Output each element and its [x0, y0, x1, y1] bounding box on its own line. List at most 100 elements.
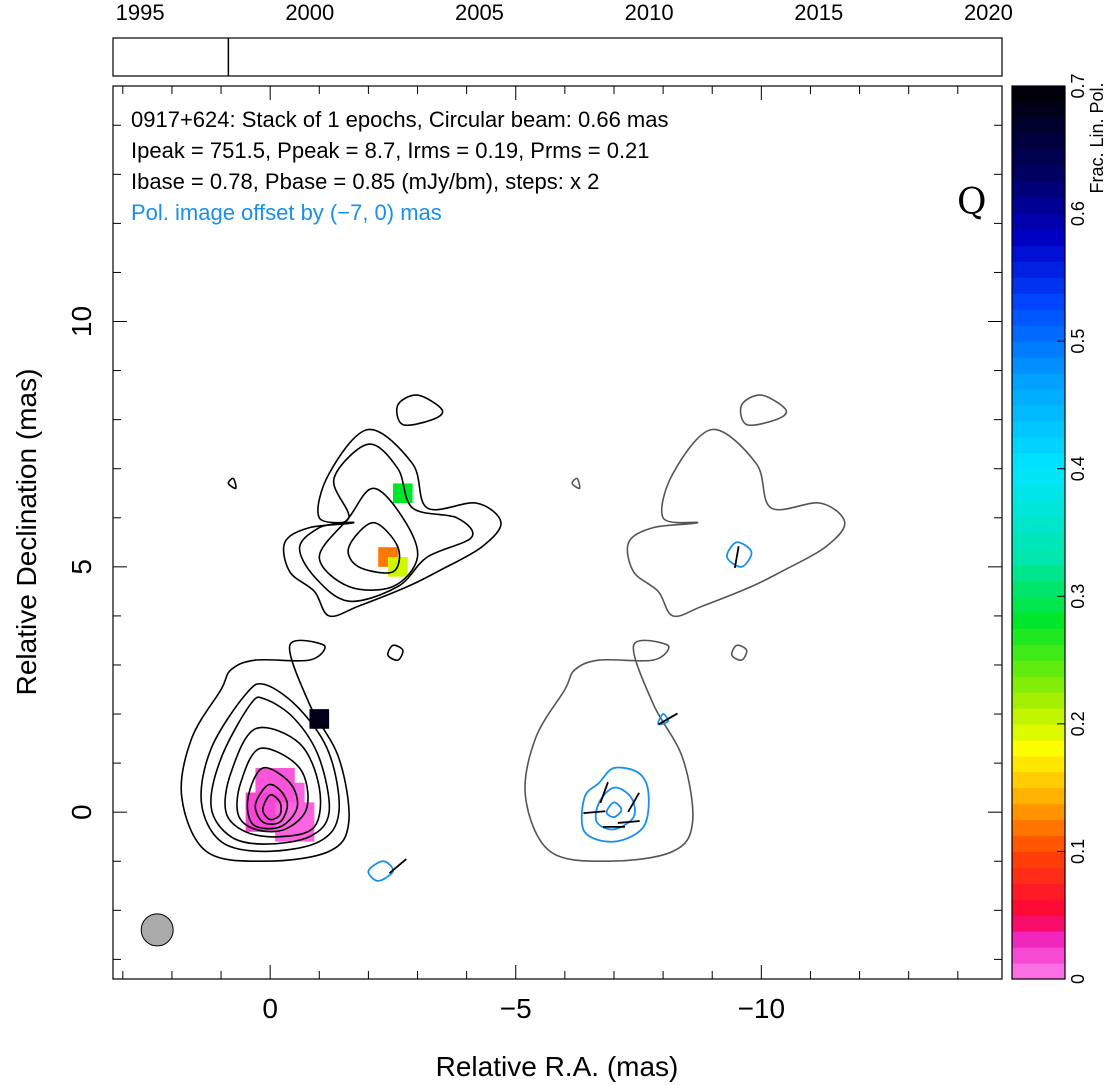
stokes-i-contour [210, 696, 331, 845]
colorbar-cell [1012, 149, 1065, 167]
timeline-tick-label: 2010 [625, 0, 674, 25]
title-line-3: Ibase = 0.78, Pbase = 0.85 (mJy/bm), ste… [131, 169, 599, 194]
y-axis-label: Relative Declination (mas) [11, 369, 42, 696]
evpa-vector [733, 546, 740, 569]
stokes-i-contour [298, 443, 474, 603]
colorbar-cell [1012, 261, 1065, 278]
evpa-vector [658, 712, 678, 726]
colorbar-cell [1012, 644, 1065, 661]
x-tick-label: −5 [500, 993, 532, 1024]
colorbar-cell [1012, 803, 1065, 821]
colorbar-cell [1012, 564, 1065, 581]
colorbar-cell [1012, 500, 1065, 518]
map-axis-ticks: 0 −5 −10 0 5 10 [66, 86, 1002, 1024]
stokes-i-contour [261, 794, 282, 821]
timeline-tick-label: 2005 [455, 0, 504, 25]
stokes-i-contour [254, 783, 289, 825]
y-tick-label: 10 [66, 306, 97, 337]
colorbar-cell [1012, 373, 1065, 390]
colorbar-cell [1012, 947, 1065, 964]
colorbar-cell [1012, 388, 1065, 406]
colorbar-cell [1012, 899, 1065, 916]
colorbar-cell [1012, 357, 1065, 374]
colorbar-cell [1012, 580, 1065, 597]
timeline-tick-label: 1995 [116, 0, 165, 25]
timeline-tick-label: 2015 [794, 0, 843, 25]
stokes-i-contour [200, 682, 341, 853]
colorbar-cell [1012, 277, 1065, 294]
pol-contour [605, 801, 623, 819]
title-line-1: 0917+624: Stack of 1 epochs, Circular be… [131, 107, 668, 132]
stokes-i-contour [246, 766, 299, 830]
colorbar-cell [1012, 676, 1065, 693]
colorbar-cell [1012, 436, 1065, 454]
polarized-intensity-contours [367, 541, 753, 882]
title-line-2: Ipeak = 751.5, Ppeak = 8.7, Irms = 0.19,… [131, 138, 650, 163]
colorbar-tick-label: 0.2 [1068, 711, 1088, 736]
stokes-i-contour [347, 521, 401, 574]
colorbar-cell [1012, 229, 1065, 247]
stokes-i-contour [224, 726, 322, 838]
stokes-i-contour [318, 487, 419, 591]
colorbar-tick-label: 0.3 [1068, 584, 1088, 609]
colorbar-cell [1012, 101, 1065, 119]
colorbar-gradient [1012, 86, 1065, 980]
colorbar-cell [1012, 787, 1065, 805]
colorbar-cell [1012, 133, 1065, 151]
pol-contour [657, 713, 669, 726]
colorbar-cell [1012, 596, 1065, 613]
colorbar-cell [1012, 755, 1065, 773]
x-axis-label: Relative R.A. (mas) [436, 1051, 679, 1082]
stokes-i-offset-contour [524, 639, 694, 863]
colorbar-cell [1012, 420, 1065, 438]
colorbar-cell [1012, 707, 1065, 725]
pol-contour [580, 766, 650, 843]
colorbar-cell [1012, 309, 1065, 326]
colorbar-cell [1012, 213, 1065, 231]
colorbar-cell [1012, 835, 1065, 853]
colorbar-cell [1012, 86, 1065, 103]
epoch-timeline: 1995 2000 2005 2010 2015 2020 [112, 0, 1013, 77]
colorbar-cell [1012, 819, 1065, 837]
colorbar-cell [1012, 117, 1065, 135]
fractional-polarization-pixels [245, 483, 413, 842]
stokes-i-offset-contour [739, 394, 788, 426]
stokes-i-offset-contour [626, 428, 846, 618]
colorbar-cell [1012, 197, 1065, 215]
evpa-vector [617, 820, 640, 824]
evpa-vector [627, 792, 640, 813]
frac-pol-pixel [392, 483, 413, 504]
colorbar-cell [1012, 404, 1065, 422]
stokes-i-offset-contour [571, 477, 581, 490]
beam-ellipse [140, 913, 174, 947]
colorbar-cell [1012, 484, 1065, 502]
colorbar-cell [1012, 660, 1065, 677]
colorbar-cell [1012, 883, 1065, 900]
colorbar-tick-label: 0.4 [1068, 456, 1088, 481]
timeline-tick-label: 2000 [285, 0, 334, 25]
colorbar-cell [1012, 771, 1065, 789]
colorbar-cell [1012, 612, 1065, 629]
colorbar-tick-label: 0.7 [1068, 73, 1088, 98]
timeline-frame [112, 37, 1003, 77]
colorbar-cell [1012, 532, 1065, 550]
colorbar-cell [1012, 325, 1065, 342]
stokes-i-contour [387, 644, 404, 662]
colorbar-cell [1012, 293, 1065, 310]
colorbar-cell [1012, 165, 1065, 183]
pol-contour [726, 541, 753, 568]
colorbar-cell [1012, 245, 1065, 263]
colorbar-tick-label: 0.5 [1068, 329, 1088, 354]
frac-pol-pixel [309, 709, 330, 729]
evpa-vector [388, 858, 407, 874]
map-panel: 0 −5 −10 0 5 10 0917+624: Stack of 1 epochs, … [11, 85, 1003, 1082]
colorbar-cell [1012, 963, 1065, 980]
x-tick-label: −10 [738, 993, 786, 1024]
colorbar-cell [1012, 723, 1065, 741]
stokes-i-contour [282, 428, 502, 618]
timeline-tick-label: 2020 [964, 0, 1013, 25]
colorbar-tick-label: 0 [1068, 974, 1088, 984]
colorbar-cell [1012, 516, 1065, 534]
colorbar-cell [1012, 452, 1065, 470]
